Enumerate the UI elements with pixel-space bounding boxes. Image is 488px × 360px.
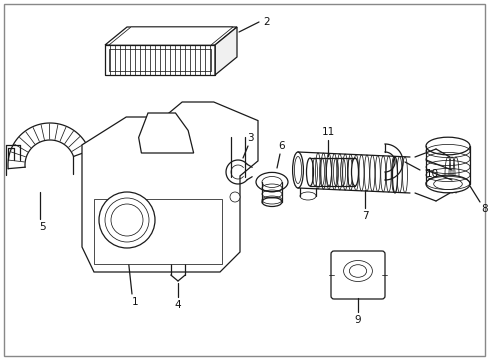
Text: 5: 5 bbox=[39, 222, 45, 232]
Ellipse shape bbox=[292, 152, 303, 188]
Ellipse shape bbox=[256, 172, 287, 192]
Ellipse shape bbox=[169, 247, 186, 255]
Polygon shape bbox=[82, 102, 258, 272]
Polygon shape bbox=[105, 27, 237, 45]
Text: 6: 6 bbox=[278, 141, 285, 151]
Text: 8: 8 bbox=[481, 204, 488, 214]
Circle shape bbox=[99, 192, 155, 248]
Text: 9: 9 bbox=[354, 315, 361, 325]
FancyBboxPatch shape bbox=[330, 251, 384, 299]
Text: 2: 2 bbox=[263, 17, 270, 27]
Polygon shape bbox=[139, 113, 193, 153]
Ellipse shape bbox=[262, 198, 282, 207]
Polygon shape bbox=[109, 27, 232, 45]
Bar bbox=[94, 199, 222, 264]
Ellipse shape bbox=[392, 157, 397, 193]
Text: 1: 1 bbox=[131, 297, 138, 307]
Ellipse shape bbox=[262, 176, 282, 188]
Ellipse shape bbox=[433, 179, 461, 189]
Bar bbox=[109, 49, 210, 71]
Ellipse shape bbox=[425, 137, 469, 155]
Circle shape bbox=[229, 192, 240, 202]
Ellipse shape bbox=[306, 158, 313, 186]
Circle shape bbox=[111, 204, 142, 236]
Ellipse shape bbox=[348, 265, 366, 277]
Ellipse shape bbox=[299, 192, 315, 200]
Ellipse shape bbox=[351, 158, 358, 186]
Polygon shape bbox=[215, 27, 237, 75]
Text: 10: 10 bbox=[425, 169, 438, 179]
Text: 3: 3 bbox=[246, 133, 253, 143]
Ellipse shape bbox=[294, 157, 301, 184]
Ellipse shape bbox=[343, 261, 372, 282]
Text: 4: 4 bbox=[174, 300, 181, 310]
Bar bbox=[105, 45, 215, 75]
Ellipse shape bbox=[425, 175, 469, 193]
Circle shape bbox=[105, 198, 149, 242]
Text: 7: 7 bbox=[361, 211, 368, 221]
Text: 11: 11 bbox=[321, 127, 334, 137]
